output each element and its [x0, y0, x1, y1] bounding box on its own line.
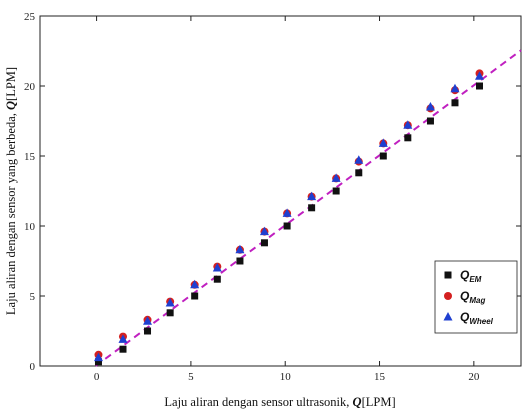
legend-label-q-mag: QMag: [460, 289, 485, 305]
legend-marker-q-em: [444, 271, 452, 279]
y-axis-title-unit: [LPM]: [4, 67, 18, 101]
point-q-wheel: [212, 263, 222, 272]
point-q-wheel: [165, 298, 175, 307]
y-axis-title: Laju aliran dengan sensor yang berbeda, …: [4, 67, 18, 315]
x-tick-label: 20: [468, 371, 480, 383]
point-q-em: [213, 275, 221, 283]
y-axis-title-text: Laju aliran dengan sensor yang berbeda,: [4, 110, 18, 315]
x-tick-label: 0: [94, 371, 100, 383]
legend-label-q-em: QEM: [460, 268, 482, 284]
point-q-em: [283, 222, 291, 230]
y-tick-label: 0: [30, 361, 36, 373]
point-q-wheel: [190, 279, 200, 289]
point-q-em: [308, 204, 316, 212]
point-q-em: [355, 169, 363, 177]
plot-frame: [39, 15, 522, 367]
point-q-wheel: [259, 226, 269, 236]
y-axis-title-symbol: Q: [4, 101, 18, 110]
y-tick-label: 15: [24, 151, 36, 163]
point-q-wheel: [354, 155, 364, 164]
point-q-em: [379, 152, 387, 160]
legend-marker-q-wheel: [443, 312, 453, 321]
point-q-em: [94, 358, 102, 366]
point-q-wheel: [403, 120, 413, 129]
x-axis-title-symbol: Q: [353, 395, 362, 409]
point-q-wheel: [235, 244, 245, 254]
point-q-em: [404, 134, 412, 142]
point-q-wheel: [425, 102, 435, 111]
x-axis-title-text: Laju aliran dengan sensor ultrasonik,: [164, 395, 352, 409]
point-q-em: [144, 327, 152, 335]
tick-group: 0 5 10 15 20 0 5 10 15 20 25: [24, 11, 521, 383]
legend: QEM QMag QWheel: [434, 260, 518, 334]
point-q-wheel: [93, 352, 103, 362]
point-q-wheel: [118, 334, 128, 343]
point-q-em: [119, 345, 127, 353]
point-q-em: [191, 292, 199, 300]
y-tick-label: 20: [24, 81, 36, 93]
point-q-em: [236, 257, 244, 265]
point-q-wheel: [331, 173, 341, 182]
x-axis-title-unit: [LPM]: [362, 395, 396, 409]
point-q-wheel: [307, 191, 317, 201]
point-q-em: [426, 117, 434, 125]
point-q-em: [332, 187, 340, 195]
point-q-wheel: [475, 71, 485, 80]
data-points-group: [93, 69, 485, 366]
point-q-wheel: [450, 83, 460, 93]
point-q-em: [451, 99, 459, 107]
point-q-wheel: [378, 138, 388, 147]
x-tick-label: 10: [280, 371, 292, 383]
y-tick-label: 10: [24, 221, 36, 233]
y-tick-label: 25: [24, 11, 36, 23]
point-q-wheel: [143, 316, 153, 325]
x-tick-label: 5: [188, 371, 194, 383]
legend-label-q-wheel: QWheel: [460, 310, 494, 326]
point-q-em: [260, 239, 268, 247]
point-q-wheel: [282, 208, 292, 217]
y-tick-label: 5: [30, 291, 36, 303]
point-q-em: [166, 309, 174, 317]
x-tick-label: 15: [374, 371, 386, 383]
x-axis-title: Laju aliran dengan sensor ultrasonik, Q[…: [164, 395, 395, 409]
point-q-em: [476, 82, 484, 90]
legend-marker-q-mag: [444, 292, 452, 300]
